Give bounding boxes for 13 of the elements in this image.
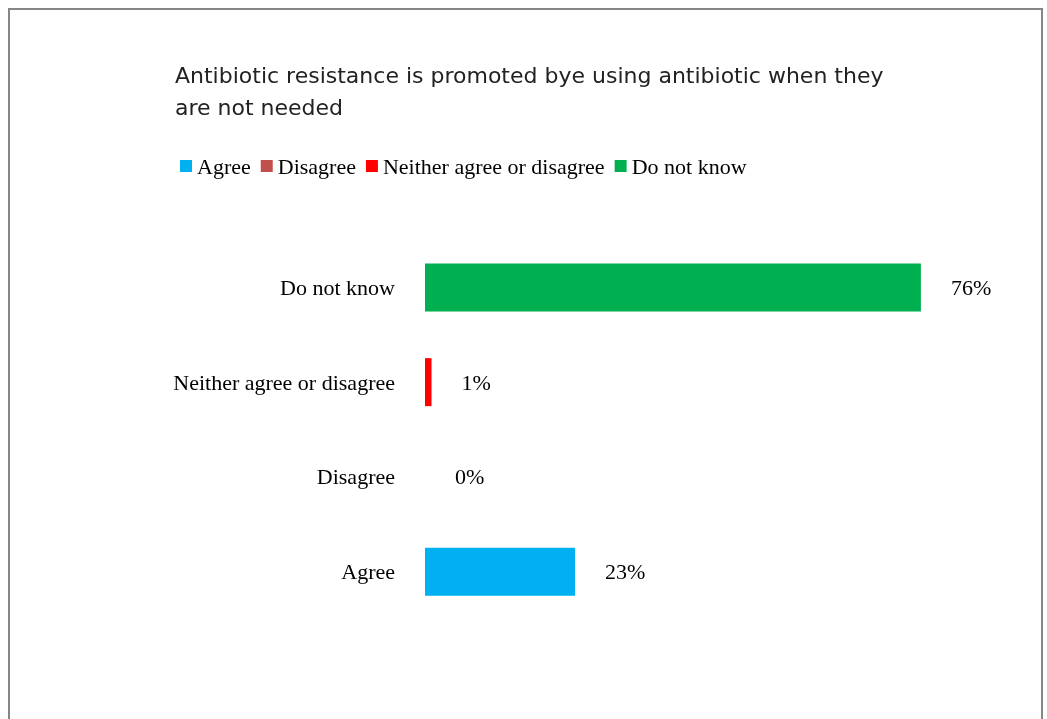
y-tick-label: Disagree <box>316 464 395 490</box>
legend-label: Do not know <box>631 153 747 179</box>
data-label: 1% <box>461 369 491 395</box>
y-tick-label: Agree <box>341 559 395 585</box>
y-tick-label: Neither agree or disagree <box>173 369 395 395</box>
data-label: 76% <box>950 274 992 300</box>
legend-label: Neither agree or disagree <box>382 153 605 179</box>
data-label: 23% <box>605 559 646 585</box>
legend-label: Agree <box>197 153 251 179</box>
y-tick-label: Do not know <box>280 274 396 300</box>
chart-title: Antibiotic resistance is promoted bye using antibiotic when they are not needed <box>175 62 885 122</box>
data-label: 0% <box>455 464 485 490</box>
legend-label: Disagree <box>277 153 356 179</box>
